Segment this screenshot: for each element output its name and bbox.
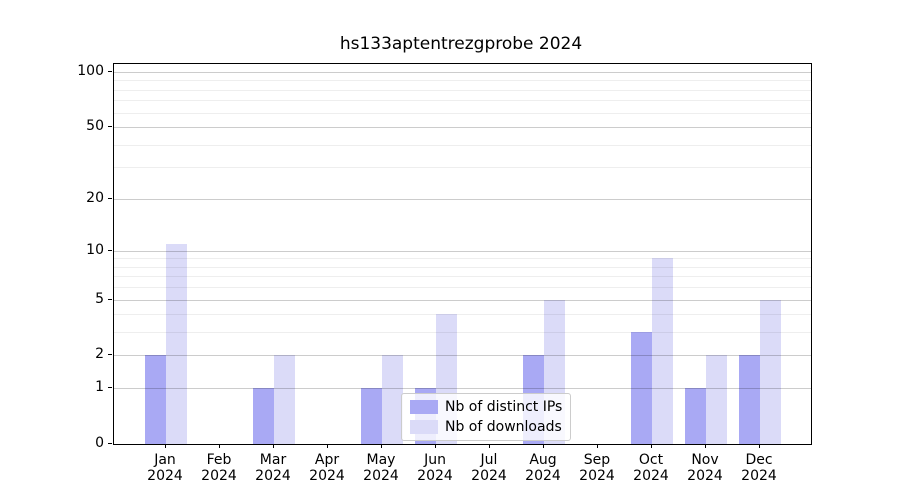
legend-swatch-ips: [410, 400, 438, 414]
gridline-major-100: [114, 72, 811, 73]
bar-ips-may: [361, 388, 382, 444]
x-tick-label-mar: Mar 2024: [255, 452, 291, 484]
x-tick-mark-dec: [759, 444, 760, 448]
x-tick-label-nov: Nov 2024: [687, 452, 723, 484]
x-tick-mark-aug: [543, 444, 544, 448]
bar-ips-jan: [145, 355, 166, 444]
bar-downloads-nov: [706, 355, 727, 444]
gridline-minor-70: [114, 100, 811, 102]
y-tick-label-1: 1: [95, 379, 104, 396]
gridline-minor-3: [114, 332, 811, 334]
gridline-minor-30: [114, 167, 811, 169]
legend-label-downloads: Nb of downloads: [445, 419, 562, 435]
gridline-minor-40: [114, 144, 811, 146]
y-tick-mark-100: [108, 71, 112, 72]
x-tick-mark-sep: [597, 444, 598, 448]
y-tick-mark-10: [108, 249, 112, 251]
gridline-minor-6: [114, 287, 811, 289]
bar-downloads-mar: [274, 355, 295, 444]
gridline-major-20: [114, 198, 811, 200]
bar-downloads-oct: [652, 258, 673, 444]
chart-title: hs133aptentrezgprobe 2024: [339, 34, 583, 54]
bar-downloads-jan: [166, 243, 187, 444]
x-tick-mark-apr: [327, 444, 328, 448]
x-tick-mark-jan: [165, 444, 166, 448]
legend-label-ips: Nb of distinct IPs: [445, 399, 563, 415]
x-tick-mark-oct: [651, 444, 652, 448]
gridline-minor-90: [114, 80, 811, 82]
y-tick-label-100: 100: [77, 63, 104, 79]
x-tick-label-jun: Jun 2024: [417, 452, 453, 484]
y-tick-label-5: 5: [95, 290, 104, 307]
gridline-minor-4: [114, 314, 811, 316]
y-tick-label-2: 2: [95, 346, 104, 363]
x-tick-mark-jun: [435, 444, 436, 448]
bar-ips-oct: [631, 332, 652, 444]
x-tick-label-jan: Jan 2024: [147, 452, 183, 484]
bar-ips-mar: [253, 388, 274, 444]
gridline-major-5: [114, 299, 811, 301]
x-tick-mark-may: [381, 444, 382, 448]
bar-ips-nov: [685, 388, 706, 444]
x-tick-mark-feb: [219, 444, 220, 448]
x-tick-label-oct: Oct 2024: [633, 452, 669, 484]
gridline-minor-60: [114, 112, 811, 114]
y-tick-label-50: 50: [86, 118, 104, 135]
legend-row-ips: Nb of distinct IPs: [410, 399, 562, 415]
bar-ips-dec: [739, 355, 760, 444]
y-tick-label-20: 20: [86, 189, 104, 206]
y-tick-label-0: 0: [95, 435, 104, 451]
y-tick-mark-20: [108, 197, 112, 199]
plot-area: Nb of distinct IPs Nb of downloads: [113, 63, 812, 445]
bar-downloads-may: [382, 355, 403, 444]
legend: Nb of distinct IPs Nb of downloads: [401, 393, 572, 441]
x-tick-label-feb: Feb 2024: [201, 452, 237, 484]
gridline-major-10: [114, 250, 811, 252]
x-tick-label-apr: Apr 2024: [309, 452, 345, 484]
y-tick-mark-1: [108, 387, 112, 389]
bar-downloads-dec: [760, 299, 781, 444]
x-tick-label-may: May 2024: [363, 452, 399, 484]
y-tick-mark-50: [108, 126, 112, 128]
y-tick-label-10: 10: [86, 241, 104, 258]
gridline-minor-9: [114, 258, 811, 260]
x-tick-mark-mar: [273, 444, 274, 448]
x-tick-label-jul: Jul 2024: [471, 452, 507, 484]
y-tick-mark-0: [108, 443, 112, 444]
gridline-minor-80: [114, 89, 811, 91]
x-tick-mark-jul: [489, 444, 490, 448]
x-tick-label-sep: Sep 2024: [579, 452, 615, 484]
gridline-minor-7: [114, 276, 811, 278]
gridline-minor-8: [114, 266, 811, 268]
legend-row-downloads: Nb of downloads: [410, 419, 562, 435]
y-tick-mark-2: [108, 354, 112, 356]
y-tick-mark-5: [108, 298, 112, 300]
legend-swatch-downloads: [410, 420, 438, 434]
x-tick-label-dec: Dec 2024: [741, 452, 777, 484]
gridline-major-50: [114, 127, 811, 129]
x-tick-mark-nov: [705, 444, 706, 448]
x-tick-label-aug: Aug 2024: [525, 452, 561, 484]
